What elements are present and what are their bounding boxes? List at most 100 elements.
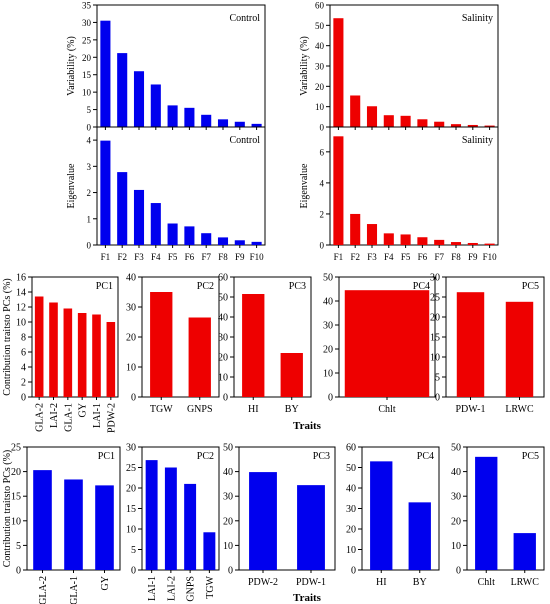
y-tick-label: 15 — [126, 504, 136, 515]
chart-title: PC1 — [98, 451, 115, 462]
x-tick-label: GLA-2 — [38, 576, 49, 604]
bar-F3 — [133, 71, 145, 127]
y-tick-label: 0 — [435, 393, 440, 404]
bar-F3 — [366, 106, 378, 127]
plot-frame — [238, 446, 336, 571]
x-tick-label: F8 — [451, 252, 461, 262]
y-tick-label: 10 — [346, 545, 356, 556]
bar-F8 — [217, 237, 229, 245]
bar-F5 — [167, 105, 178, 127]
y-tick-label: 60 — [218, 273, 228, 284]
bar-LAI-2 — [164, 467, 177, 570]
bar-LAI-1 — [145, 460, 158, 570]
chart-title: Control — [229, 135, 260, 146]
chart-title: PC3 — [289, 281, 306, 292]
bar-LAI-2 — [49, 302, 58, 397]
x-tick-label: F2 — [117, 252, 127, 262]
bar-F1 — [100, 20, 111, 127]
y-tick-label: 5 — [131, 545, 136, 556]
chart-ctrl_eig: 0 1 2 3 4 F1 F2 F3 F4 F5 F6 F7 F8 F9 F10 Control Eigenva… — [66, 126, 266, 262]
y-tick-label: 10 — [451, 541, 461, 552]
bar-PDW-1 — [297, 485, 325, 570]
y-axis-label: Variability (%) — [66, 36, 77, 96]
y-tick-label: 0 — [87, 123, 92, 133]
bar-F3 — [133, 189, 145, 245]
bar-Chlt — [344, 290, 430, 397]
y-tick-label: 10 — [223, 541, 233, 552]
x-tick-label: PDW-1 — [296, 577, 326, 588]
bar-GLA-1 — [64, 479, 83, 570]
x-tick-label: F1 — [101, 252, 111, 262]
y-tick-label: 40 — [451, 467, 461, 478]
bar-F7 — [201, 233, 212, 245]
y-tick-label: 16 — [16, 273, 26, 284]
chart-title: Salinity — [462, 135, 493, 146]
chart-title: PC2 — [197, 451, 214, 462]
x-tick-label: F7 — [434, 252, 444, 262]
y-tick-label: 40 — [218, 313, 228, 324]
chart-r_pc4: 0 10 20 30 40 50 Chlt PC4 — [323, 273, 436, 415]
y-tick-label: 15 — [82, 70, 92, 80]
x-tick-label: LAI-2 — [166, 576, 177, 601]
x-tick-label: BY — [413, 577, 427, 588]
bar-F4 — [383, 233, 394, 245]
y-tick-label: 0 — [223, 393, 228, 404]
bar-F10 — [251, 241, 262, 245]
bar-GY — [95, 485, 114, 570]
bar-GNPS — [184, 483, 197, 570]
bar-F6 — [417, 237, 428, 245]
bar-HI — [242, 294, 265, 397]
chart-r_pc3: 0 10 20 30 40 50 60 HI BY PC3 — [218, 273, 312, 415]
y-tick-label: 10 — [323, 369, 333, 380]
y-tick-label: 30 — [126, 443, 136, 454]
x-tick-label: LRWC — [505, 404, 534, 415]
y-tick-label: 20 — [430, 313, 440, 324]
bar-F5 — [400, 234, 411, 245]
bar-F9 — [467, 242, 478, 245]
x-tick-label: F9 — [235, 252, 245, 262]
y-tick-label: 25 — [430, 293, 440, 304]
bar-F6 — [184, 107, 195, 127]
bar-F2 — [350, 213, 361, 245]
x-tick-label: F2 — [350, 252, 360, 262]
x-tick-label: PDW-2 — [106, 403, 117, 433]
x-tick-label: GNPS — [186, 576, 197, 602]
bar-GLA-2 — [33, 470, 52, 570]
bar-F1 — [100, 140, 111, 245]
y-tick-label: 0 — [351, 566, 356, 577]
y-tick-label: 50 — [346, 463, 356, 474]
y-tick-label: 5 — [16, 541, 21, 552]
y-tick-label: 40 — [315, 41, 325, 51]
y-tick-label: 3 — [87, 162, 92, 172]
traits-xlabel-top: Traits — [293, 420, 322, 432]
x-tick-label: F5 — [168, 252, 178, 262]
y-tick-label: 20 — [218, 353, 228, 364]
bar-F9 — [234, 240, 245, 245]
bar-TGW — [203, 532, 216, 570]
y-tick-label: 4 — [21, 363, 26, 374]
chart-b_pc1: 0 5 10 15 20 25 GLA-2 GLA-1 GY PC1 Contribution tr… — [2, 443, 121, 604]
y-tick-label: 2 — [87, 188, 92, 198]
y-tick-label: 0 — [228, 566, 233, 577]
y-tick-label: 30 — [451, 492, 461, 503]
y-tick-label: 30 — [223, 492, 233, 503]
y-tick-label: 2 — [21, 378, 26, 389]
bar-F10 — [484, 125, 495, 127]
bar-LRWC — [513, 533, 536, 570]
x-tick-label: PDW-2 — [248, 577, 278, 588]
bar-LRWC — [505, 301, 534, 397]
y-tick-label: 4 — [320, 178, 325, 188]
y-tick-label: 0 — [21, 393, 26, 404]
bar-GLA-2 — [34, 296, 44, 397]
y-tick-label: 50 — [218, 293, 228, 304]
x-tick-label: LAI-1 — [92, 403, 103, 428]
y-tick-label: 30 — [218, 333, 228, 344]
y-tick-label: 8 — [21, 333, 26, 344]
y-tick-label: 30 — [346, 504, 356, 515]
traits-xlabel-bottom: Traits — [293, 592, 322, 604]
bar-PDW-2 — [106, 322, 116, 397]
y-tick-label: 25 — [126, 463, 136, 474]
y-tick-label: 20 — [82, 53, 92, 63]
y-axis-label: Contribution traitsto PCs (%) — [2, 450, 13, 568]
chart-title: PC2 — [197, 281, 214, 292]
